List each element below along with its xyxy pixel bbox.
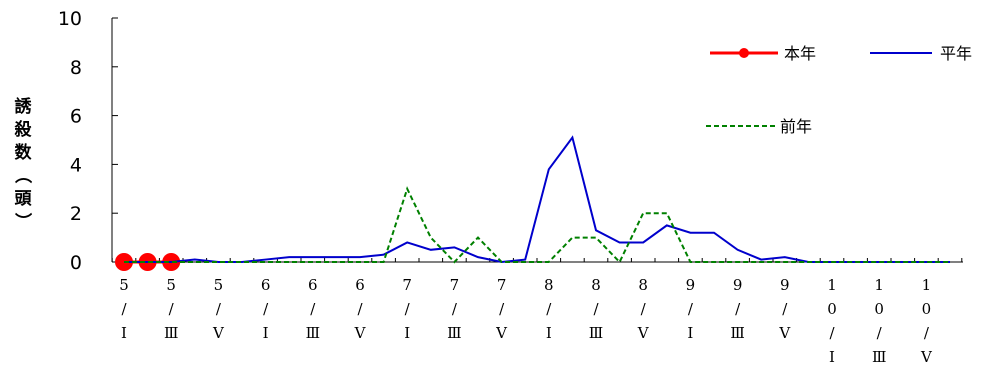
x-tick-label: 5 — [166, 276, 176, 294]
x-tick-label: 5 — [119, 276, 129, 294]
y-tick-label: 2 — [70, 203, 82, 225]
legend-marker-0 — [739, 48, 749, 58]
x-tick-label: Ⅲ — [872, 348, 886, 366]
x-tick-label: Ⅴ — [495, 324, 508, 342]
x-tick-label: 8 — [544, 276, 554, 294]
x-tick-label: 9 — [780, 276, 790, 294]
x-tick-label: / — [641, 300, 647, 318]
x-tick-label: Ⅲ — [589, 324, 603, 342]
y-tick-label: 8 — [70, 57, 82, 79]
x-tick-label: 7 — [402, 276, 412, 294]
x-tick-label: 6 — [261, 276, 271, 294]
y-axis-label-char: 数 — [15, 142, 33, 163]
y-axis-label: 誘殺数 （ 頭 ） — [12, 96, 33, 230]
x-tick-label: / — [877, 324, 883, 342]
x-tick-label: / — [829, 324, 835, 342]
x-tick-label: Ⅲ — [164, 324, 178, 342]
x-tick-label: Ⅲ — [306, 324, 320, 342]
x-tick-label: / — [405, 300, 411, 318]
x-tick-label: Ⅰ — [121, 324, 127, 342]
x-tick-label: 7 — [497, 276, 507, 294]
x-tick-label: / — [499, 300, 505, 318]
x-tick-label: / — [357, 300, 363, 318]
x-tick-label: / — [169, 300, 175, 318]
y-axis-label-char: 殺 — [14, 119, 33, 140]
y-axis-label-char: （ — [12, 167, 33, 184]
y-tick-label: 4 — [70, 154, 82, 176]
x-tick-label: Ⅴ — [778, 324, 791, 342]
legend-label-2: 前年 — [780, 117, 812, 136]
x-tick-label: / — [688, 300, 694, 318]
x-tick-label: 6 — [355, 276, 365, 294]
x-tick-label: / — [310, 300, 316, 318]
x-tick-label: Ⅰ — [404, 324, 410, 342]
x-tick-label: Ⅴ — [637, 324, 650, 342]
x-tick-label: / — [263, 300, 269, 318]
y-tick-label: 6 — [70, 106, 82, 128]
series-line-2 — [124, 186, 950, 264]
x-tick-label: Ⅴ — [920, 348, 933, 366]
series-line-1 — [124, 135, 950, 264]
x-tick-label: / — [593, 300, 599, 318]
y-tick-label: 10 — [58, 8, 82, 30]
legend-label-0: 本年 — [784, 44, 816, 63]
x-tick-label: 0 — [874, 300, 884, 318]
axes — [111, 18, 963, 263]
x-tick-label: 6 — [308, 276, 318, 294]
x-tick-label: 1 — [827, 276, 837, 294]
x-tick-label: 1 — [874, 276, 884, 294]
x-tick-label: 0 — [922, 300, 932, 318]
x-tick-label: 1 — [922, 276, 932, 294]
x-tick-label: Ⅰ — [829, 348, 835, 366]
x-tick-label: 0 — [827, 300, 837, 318]
x-tick-label: Ⅲ — [730, 324, 744, 342]
x-tick-label: / — [452, 300, 458, 318]
x-tick-label: / — [782, 300, 788, 318]
x-tick-label: / — [735, 300, 741, 318]
y-axis-label-char: ） — [12, 213, 33, 230]
series-lines — [115, 135, 950, 271]
x-tick-label: / — [924, 324, 930, 342]
x-tick-label: Ⅰ — [263, 324, 269, 342]
y-axis-label-char: 誘 — [15, 96, 33, 117]
x-tick-label: 8 — [591, 276, 601, 294]
x-tick-label: / — [216, 300, 222, 318]
x-tick-label: Ⅰ — [687, 324, 693, 342]
x-tick-label: 7 — [450, 276, 460, 294]
x-tick-label: 9 — [733, 276, 743, 294]
x-tick-label: Ⅲ — [447, 324, 461, 342]
x-tick-label: / — [121, 300, 127, 318]
x-tick-label: 8 — [638, 276, 648, 294]
x-tick-label: / — [546, 300, 552, 318]
x-tick-label: 5 — [214, 276, 224, 294]
y-axis-label-char: 頭 — [15, 189, 33, 209]
x-tick-label: 9 — [686, 276, 696, 294]
x-tick-label: Ⅰ — [546, 324, 552, 342]
x-tick-label: Ⅴ — [212, 324, 225, 342]
y-axis-ticks: 0 2 4 6 8 10 — [58, 8, 118, 274]
x-tick-label: Ⅴ — [354, 324, 367, 342]
x-axis-ticks: 5 / Ⅰ 5 / Ⅲ 5 / Ⅴ 6 / Ⅰ 6 / Ⅲ 6 / Ⅴ 7 / Ⅰ 7 / Ⅲ 7 / Ⅴ 8 / Ⅰ 8 / Ⅲ 8 / Ⅴ 9 / Ⅰ 9… — [111, 258, 963, 366]
y-tick-label: 0 — [70, 252, 82, 274]
legend-label-1: 平年 — [940, 44, 972, 63]
